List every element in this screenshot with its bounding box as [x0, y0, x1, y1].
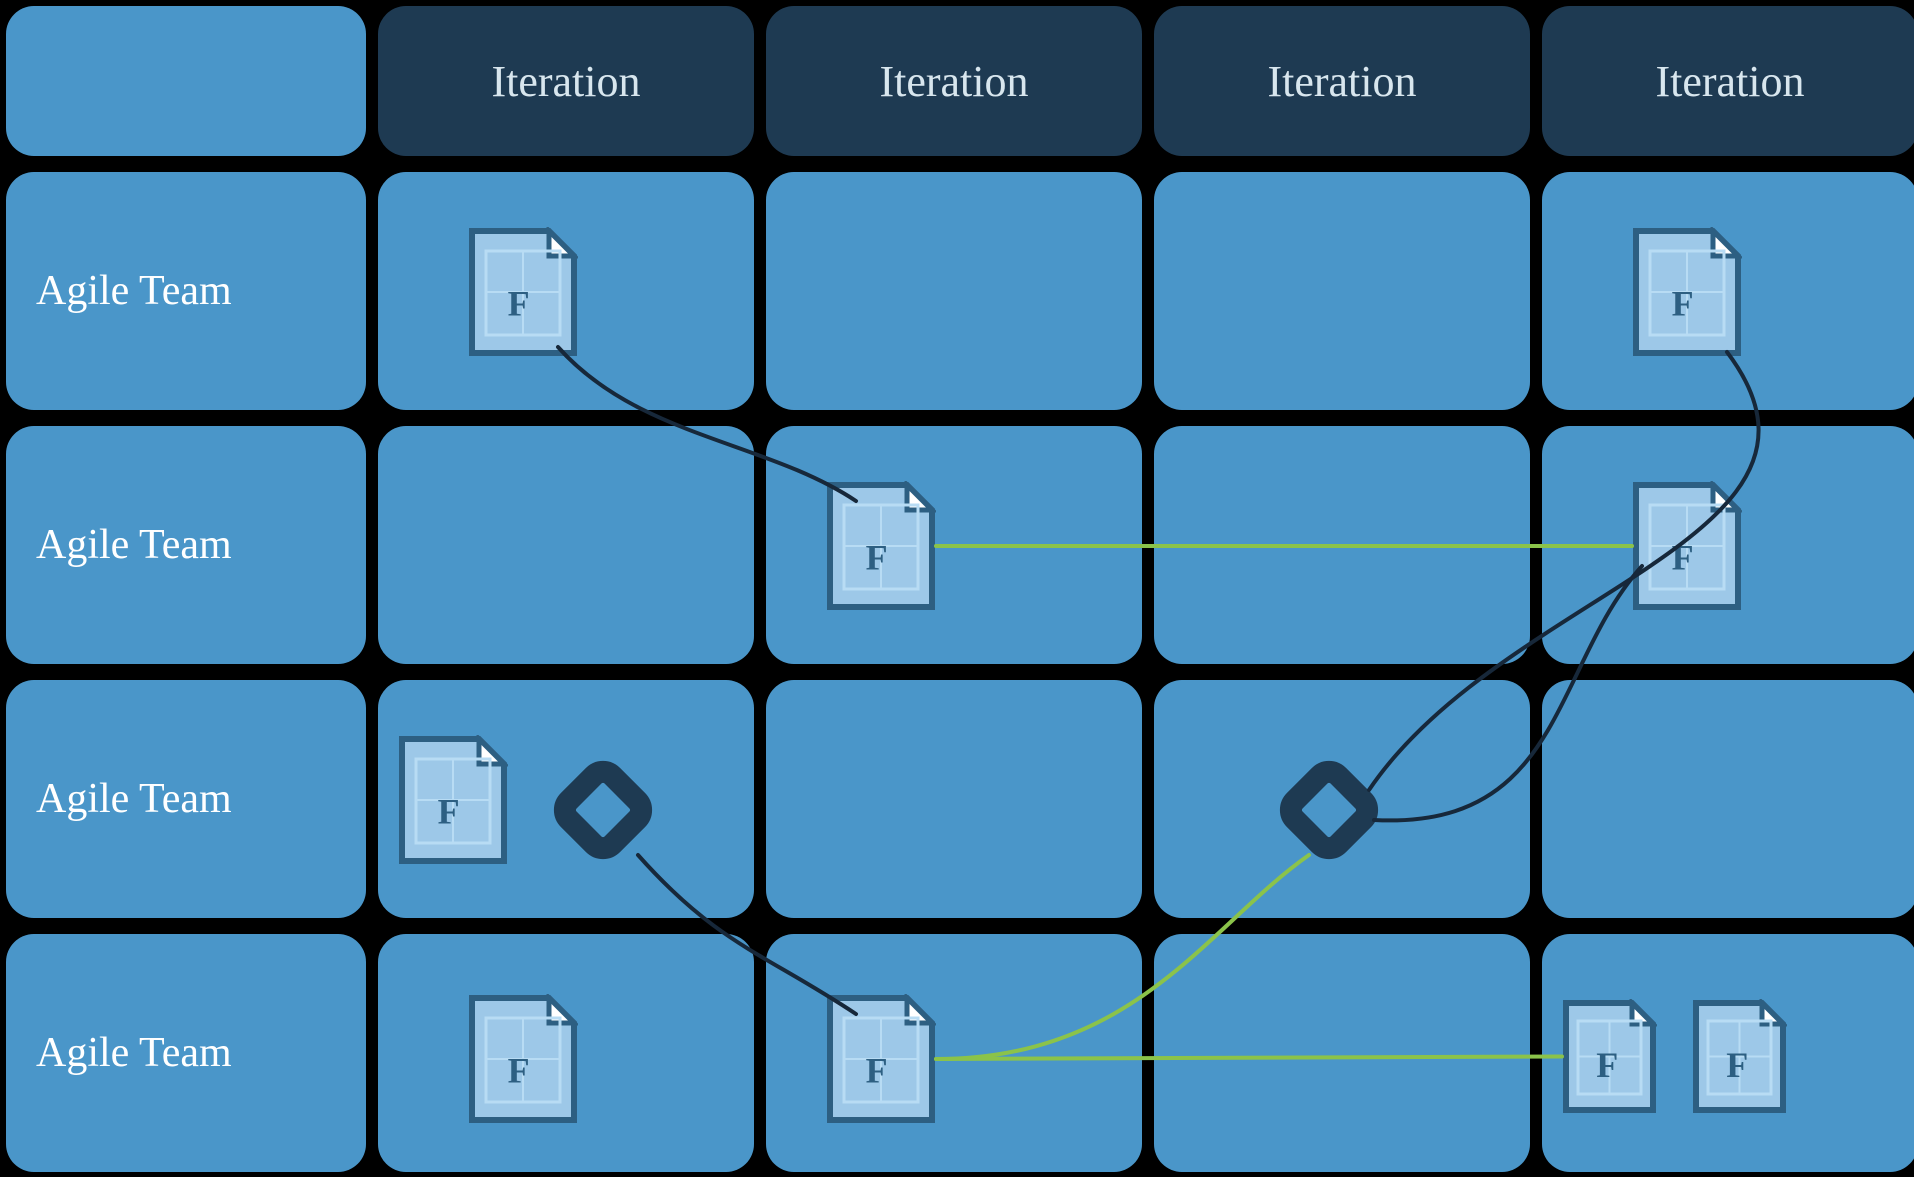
iteration-header: Iteration [766, 6, 1142, 156]
feature-card-icon: F [1692, 999, 1787, 1114]
feature-card-icon: F [1632, 227, 1742, 357]
svg-text:F: F [1672, 283, 1694, 323]
board-cell: F [378, 680, 754, 918]
iteration-header: Iteration [1542, 6, 1914, 156]
feature-card-icon: F [398, 735, 508, 865]
feature-card-icon: F [826, 994, 936, 1124]
feature-card-icon: F [826, 481, 936, 611]
board-cell [1542, 680, 1914, 918]
iteration-header: Iteration [1154, 6, 1530, 156]
board-cell [1154, 426, 1530, 664]
feature-card-icon: F [1632, 481, 1742, 611]
iteration-header: Iteration [378, 6, 754, 156]
board-cell: F [378, 172, 754, 410]
board-cell: F [766, 934, 1142, 1172]
board-cell [766, 172, 1142, 410]
svg-text:F: F [1672, 537, 1694, 577]
corner-cell [6, 6, 366, 156]
team-row-label: Agile Team [6, 934, 366, 1172]
feature-card-icon: F [468, 994, 578, 1124]
board-cell: F [1542, 426, 1914, 664]
svg-text:F: F [866, 537, 888, 577]
board-cell: F [766, 426, 1142, 664]
team-row-label: Agile Team [6, 172, 366, 410]
feature-card-icon: F [468, 227, 578, 357]
feature-card-icon: F [1562, 999, 1657, 1114]
svg-text:F: F [1596, 1045, 1618, 1085]
board-cell [1154, 934, 1530, 1172]
svg-text:F: F [866, 1050, 888, 1090]
board-cell [378, 426, 754, 664]
board-cell [1154, 172, 1530, 410]
milestone-diamond-icon [1274, 755, 1384, 865]
board-cell: F F [1542, 934, 1914, 1172]
board-cell [1154, 680, 1530, 918]
svg-text:F: F [508, 283, 530, 323]
svg-text:F: F [438, 791, 460, 831]
board-cell: F [1542, 172, 1914, 410]
team-row-label: Agile Team [6, 680, 366, 918]
board-cell: F [378, 934, 754, 1172]
svg-text:F: F [508, 1050, 530, 1090]
milestone-diamond-icon [548, 755, 658, 865]
program-board-grid: IterationIterationIterationIterationAgil… [0, 0, 1914, 1177]
team-row-label: Agile Team [6, 426, 366, 664]
svg-text:F: F [1726, 1045, 1748, 1085]
board-cell [766, 680, 1142, 918]
